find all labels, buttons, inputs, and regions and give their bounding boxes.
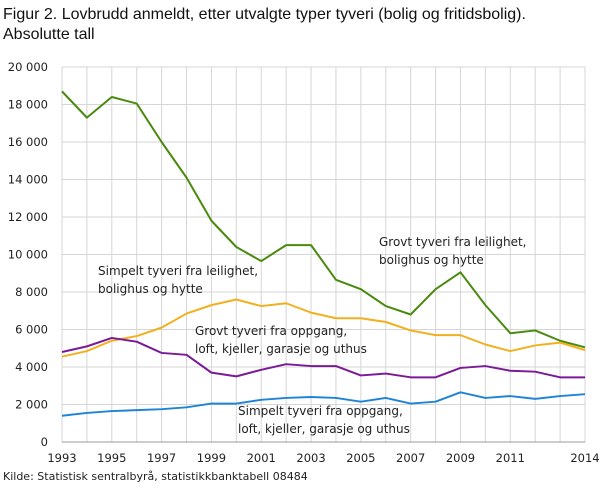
series-line-1	[61, 298, 586, 358]
x-tick-label: 1999	[197, 451, 226, 465]
y-tick-label: 10 000	[8, 248, 48, 262]
series-label-0: bolighus og hytte	[379, 253, 484, 267]
x-tick-label: 2005	[346, 451, 375, 465]
series-label-1: bolighus og hytte	[98, 282, 203, 296]
y-tick-label: 20 000	[8, 60, 48, 74]
x-tick-label: 1993	[47, 451, 76, 465]
title-line-2: Absolutte tall	[3, 26, 95, 43]
series-line-0	[61, 90, 586, 349]
y-tick-label: 12 000	[8, 210, 48, 224]
series-label-3: Simpelt tyveri fra oppgang,	[238, 404, 403, 418]
series-label-0: Grovt tyveri fra leilighet,	[379, 235, 526, 249]
y-tick-label: 14 000	[8, 173, 48, 187]
series-label-2: Grovt tyveri fra oppgang,	[195, 324, 347, 338]
series-label-1: Simpelt tyveri fra leilighet,	[98, 264, 258, 278]
y-tick-label: 2 000	[15, 398, 48, 412]
y-tick-label: 6 000	[15, 323, 48, 337]
x-tick-label: 1997	[147, 451, 176, 465]
x-tick-label: 2009	[446, 451, 475, 465]
series-line-3	[61, 391, 586, 417]
chart-title: Figur 2. Lovbrudd anmeldt, etter utvalgt…	[3, 5, 526, 45]
x-tick-label: 2003	[296, 451, 325, 465]
series-label-2: loft, kjeller, garasje og uthus	[195, 342, 367, 356]
y-tick-label: 0	[41, 435, 48, 449]
x-tick-label: 2001	[247, 451, 276, 465]
x-tick-label: 1995	[97, 451, 126, 465]
x-tick-label: 2011	[496, 451, 525, 465]
series-line-2	[61, 336, 585, 379]
x-tick-label: 2007	[396, 451, 425, 465]
title-line-1: Figur 2. Lovbrudd anmeldt, etter utvalgt…	[3, 6, 526, 23]
y-tick-label: 4 000	[15, 360, 48, 374]
series-label-3: loft, kjeller, garasje og uthus	[238, 422, 410, 436]
y-tick-label: 18 000	[8, 98, 48, 112]
source-note: Kilde: Statistisk sentralbyrå, statistik…	[3, 470, 308, 483]
x-tick-label: 2014	[570, 451, 599, 465]
y-tick-label: 8 000	[15, 285, 48, 299]
y-tick-label: 16 000	[8, 135, 48, 149]
